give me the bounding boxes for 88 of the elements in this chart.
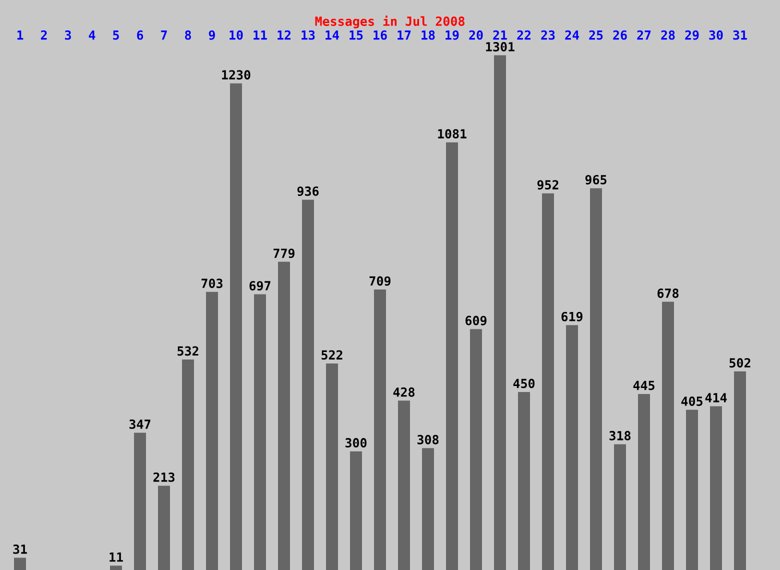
bar: [470, 329, 482, 570]
bar: [158, 486, 170, 570]
bar: [614, 444, 626, 570]
data-label: 697: [250, 280, 270, 290]
data-label: 619: [562, 312, 582, 322]
bar: [638, 394, 650, 570]
bar: [542, 193, 554, 570]
x-tick-label: 10: [230, 30, 243, 40]
x-tick-label: 14: [326, 30, 339, 40]
x-tick-label: 20: [469, 30, 483, 40]
bar: [182, 360, 194, 570]
x-tick-label: 21: [493, 30, 507, 40]
x-tick-label: 28: [661, 30, 675, 40]
bar: [422, 448, 434, 570]
x-tick-label: 5: [113, 30, 119, 40]
data-label: 965: [585, 174, 606, 184]
bar: [662, 302, 674, 570]
data-label: 709: [370, 276, 390, 286]
x-tick-label: 4: [88, 30, 96, 40]
data-label: 405: [681, 396, 702, 406]
data-label: 300: [345, 438, 367, 448]
x-tick-label: 17: [398, 30, 411, 40]
x-tick-label: 23: [541, 30, 555, 40]
bar: [494, 55, 506, 570]
x-tick-label: 15: [350, 30, 363, 40]
data-label: 414: [705, 393, 727, 402]
x-tick-label: 2: [40, 30, 47, 40]
bar: [374, 290, 386, 570]
data-label: 445: [633, 380, 654, 390]
bar: [710, 406, 722, 570]
bar: [398, 400, 410, 570]
data-label: 428: [393, 387, 414, 397]
bar: [278, 262, 290, 570]
x-tick-label: 8: [185, 30, 191, 40]
data-label: 678: [658, 288, 678, 298]
bar: [734, 371, 746, 570]
bar: [134, 432, 146, 570]
x-tick-label: 12: [278, 30, 290, 40]
x-tick-label: 11: [254, 30, 267, 40]
x-tick-label: 19: [446, 30, 459, 40]
data-label: 1301: [486, 42, 514, 52]
data-label: 1230: [222, 70, 250, 80]
bar: [326, 363, 338, 570]
data-label: 609: [466, 316, 486, 326]
bar: [254, 294, 266, 570]
x-tick-label: 30: [709, 30, 723, 40]
x-tick-label: 26: [613, 30, 627, 40]
x-tick-label: 25: [589, 30, 603, 40]
data-label: 779: [274, 248, 294, 258]
x-tick-label: 16: [374, 30, 387, 40]
bar: [110, 566, 122, 570]
data-label: 952: [537, 180, 558, 190]
data-label: 347: [129, 419, 150, 429]
bar: [302, 200, 314, 570]
x-tick-label: 1: [17, 30, 24, 40]
data-label: 532: [178, 346, 198, 356]
bar: [590, 188, 602, 570]
bar: [518, 392, 530, 570]
data-label: 318: [609, 430, 630, 440]
x-tick-label: 29: [685, 30, 699, 40]
data-label: 11: [110, 552, 123, 562]
bar: [686, 410, 698, 570]
data-label: 703: [202, 278, 222, 288]
data-label: 936: [297, 186, 319, 196]
x-tick-label: 22: [517, 30, 530, 40]
x-tick-label: 9: [208, 30, 215, 40]
bar: [14, 558, 26, 570]
x-tick-label: 6: [137, 30, 144, 40]
data-label: 502: [730, 358, 750, 368]
data-label: 31: [13, 544, 27, 554]
chart-title: Messages in Jul 2008: [315, 16, 464, 28]
bar: [566, 325, 578, 570]
data-label: 1081: [438, 129, 466, 139]
data-label: 213: [153, 472, 174, 482]
bar: [230, 83, 242, 570]
data-label: 450: [513, 378, 535, 388]
x-tick-label: 7: [161, 30, 167, 40]
x-tick-label: 13: [302, 30, 315, 40]
data-label: 522: [322, 350, 342, 360]
x-tick-label: 24: [565, 30, 579, 40]
x-tick-label: 3: [65, 30, 71, 40]
data-label: 308: [417, 434, 438, 444]
bar: [350, 451, 362, 570]
x-tick-label: 31: [733, 30, 747, 40]
x-tick-label: 18: [422, 30, 435, 40]
bar: [446, 142, 458, 570]
x-tick-label: 27: [637, 30, 651, 40]
bar: [206, 292, 218, 570]
